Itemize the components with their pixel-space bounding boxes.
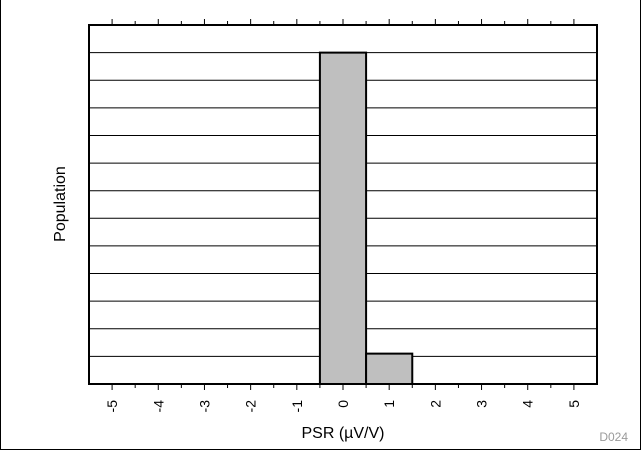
- x-tick-labels: -5 -4 -3 -2 -1 0 1 2 3 4 5: [104, 400, 582, 413]
- x-tick-label: -2: [243, 400, 259, 413]
- x-axis-label: PSR (µV/V): [301, 425, 384, 442]
- x-tick-label: 0: [335, 400, 351, 408]
- x-tick-label: 3: [474, 400, 490, 408]
- figure-id: D024: [599, 430, 628, 444]
- x-tick-label: -1: [289, 400, 305, 413]
- histogram-bar: [366, 354, 412, 384]
- x-tick-label: -4: [150, 400, 166, 413]
- histogram-bar: [320, 53, 366, 384]
- y-axis-label: Population: [52, 166, 69, 242]
- x-tick-label: 4: [520, 400, 536, 408]
- x-tick-label: 1: [381, 400, 397, 408]
- x-tick-label: -3: [196, 400, 212, 413]
- x-tick-label: -5: [104, 400, 120, 413]
- x-tick-label: 2: [427, 400, 443, 408]
- x-tick-label: 5: [566, 400, 582, 408]
